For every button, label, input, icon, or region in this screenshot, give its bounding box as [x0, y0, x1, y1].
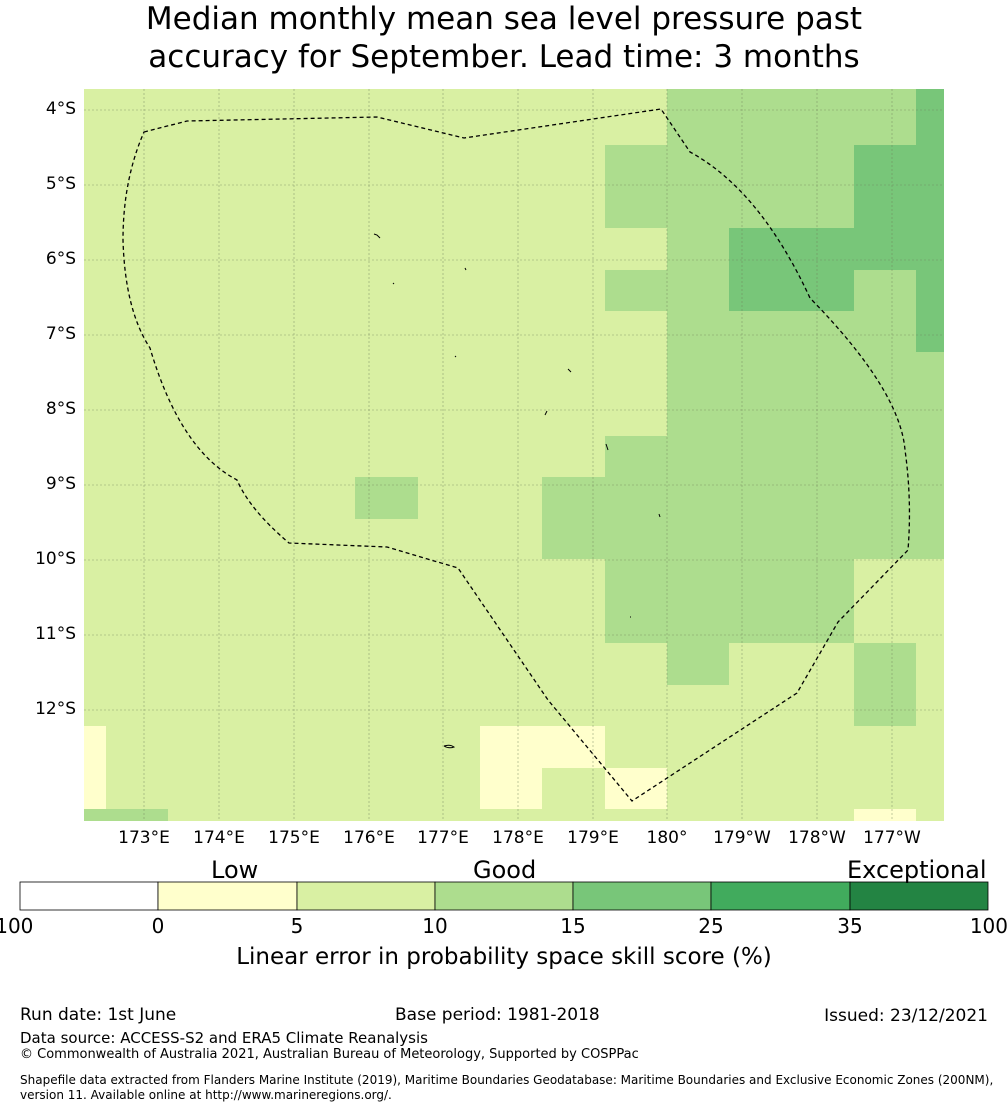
colorbar-bin-10-15	[434, 881, 574, 911]
lon-label-177w: 177°W	[863, 828, 921, 848]
cell-sw-corner	[84, 809, 168, 821]
lat-label-4s: 4°S	[45, 99, 76, 119]
tick-minus-100: -100	[0, 914, 34, 938]
tick-0: 0	[151, 914, 165, 938]
island-2	[464, 267, 467, 271]
cells-east-region	[542, 89, 944, 685]
shapefile-credit-2: version 11. Available online at http://w…	[20, 1088, 392, 1102]
tick-100: 100	[969, 914, 1008, 938]
cells-0-5	[84, 726, 916, 821]
base-period: Base period: 1981-2018	[395, 1005, 600, 1025]
title-line-2: accuracy for September. Lead time: 3 mon…	[148, 39, 860, 75]
lon-label-176e: 176°E	[343, 828, 395, 848]
title-line-1: Median monthly mean sea level pressure p…	[145, 1, 863, 37]
lat-label-7s: 7°S	[45, 324, 76, 344]
lon-label-179e: 179°E	[567, 828, 619, 848]
lon-label-174e: 174°E	[193, 828, 245, 848]
data-source: Data source: ACCESS-S2 and ERA5 Climate …	[20, 1029, 428, 1047]
cells-south-center	[480, 726, 605, 809]
island-1	[373, 233, 381, 239]
issued-date: Issued: 23/12/2021	[824, 1006, 988, 1026]
cell-south-east	[854, 809, 916, 821]
island-10	[443, 744, 456, 749]
colorbar-bin-0-5	[157, 881, 298, 911]
colorbar-bin-5-10	[296, 881, 436, 911]
lon-label-177e: 177°E	[417, 828, 469, 848]
lon-label-173e: 173°E	[118, 828, 170, 848]
island-4	[454, 355, 457, 358]
lat-label-8s: 8°S	[45, 399, 76, 419]
lat-label-9s: 9°S	[45, 474, 76, 494]
island-outlines	[373, 233, 661, 749]
lat-label-10s: 10°S	[35, 549, 76, 569]
lon-label-175e: 175°E	[268, 828, 320, 848]
lat-label-11s: 11°S	[35, 624, 76, 644]
island-3	[392, 282, 395, 285]
cells-15-25	[729, 89, 944, 352]
island-7	[605, 443, 609, 451]
cell-west-edge	[84, 726, 106, 809]
category-low: Low	[211, 856, 259, 884]
lon-label-178w: 178°W	[788, 828, 846, 848]
cell-east-11s	[854, 643, 916, 726]
gridlines	[84, 89, 944, 821]
category-good: Good	[473, 856, 537, 884]
tick-10: 10	[422, 914, 448, 938]
chart-title: Median monthly mean sea level pressure p…	[0, 0, 1008, 76]
cell-south-180	[605, 768, 667, 809]
colorbar-label: Linear error in probability space skill …	[236, 944, 772, 970]
cells-core-region	[729, 89, 944, 352]
run-date: Run date: 1st June	[20, 1005, 177, 1025]
colorbar-bin-25-35	[710, 881, 851, 911]
lat-label-5s: 5°S	[45, 174, 76, 194]
eez-boundary	[122, 108, 911, 802]
colorbar-bin-35-100	[849, 881, 989, 911]
tick-5: 5	[290, 914, 304, 938]
lat-label-12s: 12°S	[35, 699, 76, 719]
copyright: © Commonwealth of Australia 2021, Austra…	[20, 1047, 639, 1062]
colorbar-bin-lt0	[19, 881, 159, 911]
island-6	[544, 410, 548, 416]
tick-15: 15	[560, 914, 586, 938]
lat-label-6s: 6°S	[45, 249, 76, 269]
island-8	[658, 513, 661, 518]
category-exceptional: Exceptional	[847, 856, 987, 884]
cells-10-15	[84, 89, 944, 821]
lon-label-178e: 178°E	[492, 828, 544, 848]
shapefile-credit-1: Shapefile data extracted from Flanders M…	[20, 1073, 994, 1087]
cell-west-9s	[355, 477, 418, 519]
tick-25: 25	[698, 914, 724, 938]
tick-35: 35	[837, 914, 863, 938]
island-5	[567, 368, 572, 373]
lon-label-179w: 179°W	[713, 828, 771, 848]
colorbar-bin-15-25	[572, 881, 712, 911]
lon-label-180: 180°	[646, 828, 688, 848]
colorbar	[19, 881, 989, 911]
